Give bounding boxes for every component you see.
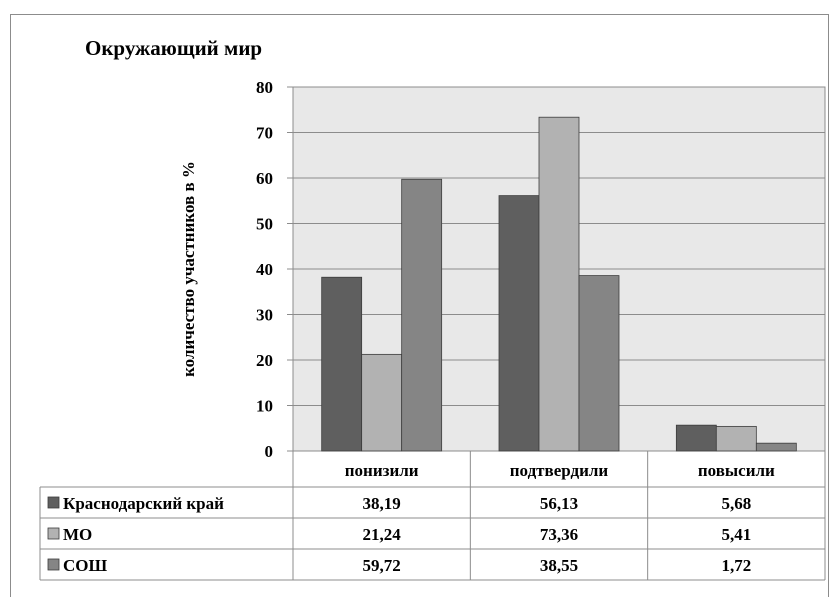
legend-series-name: СОШ (63, 556, 108, 575)
x-category-label: подтвердили (510, 461, 609, 480)
chart-title: Окружающий мир (85, 36, 262, 60)
bar (538, 116, 580, 452)
y-tick-label: 30 (256, 306, 273, 325)
data-value-label: 38,19 (363, 494, 401, 513)
legend-swatch (47, 527, 60, 540)
bar (675, 424, 717, 452)
data-value-label: 1,72 (721, 556, 751, 575)
data-table: понизили подтвердили повысили Краснодарский… (39, 451, 826, 581)
legend-swatch (47, 496, 60, 509)
y-tick-label: 60 (256, 169, 273, 188)
legend-series-name: Краснодарский край (63, 494, 224, 513)
bar (755, 442, 797, 452)
bar (715, 425, 757, 452)
y-tick-label: 50 (256, 215, 273, 234)
data-value-label: 38,55 (540, 556, 578, 575)
data-value-label: 21,24 (363, 525, 402, 544)
data-value-label: 5,41 (721, 525, 751, 544)
data-value-label: 5,68 (721, 494, 751, 513)
y-tick-label: 20 (256, 351, 273, 370)
bar (578, 275, 620, 452)
data-value-label: 73,36 (540, 525, 578, 544)
bar (401, 178, 443, 452)
legend-series-name: МО (63, 525, 92, 544)
y-tick-label: 70 (256, 124, 273, 143)
y-tick-label: 0 (265, 442, 274, 461)
x-category-label: понизили (345, 461, 419, 480)
y-tick-label: 10 (256, 397, 273, 416)
bar (361, 353, 403, 452)
legend-swatch (47, 558, 60, 571)
y-axis-ticks: 0 10 20 30 40 50 60 70 80 (256, 78, 293, 461)
bar (498, 195, 540, 452)
data-value-label: 56,13 (540, 494, 578, 513)
x-category-label: повысили (698, 461, 775, 480)
bars (321, 116, 797, 452)
bar (321, 276, 363, 452)
y-tick-label: 40 (256, 260, 273, 279)
data-value-label: 59,72 (363, 556, 401, 575)
y-tick-label: 80 (256, 78, 273, 97)
y-axis-label: количество участников в % (179, 161, 198, 377)
